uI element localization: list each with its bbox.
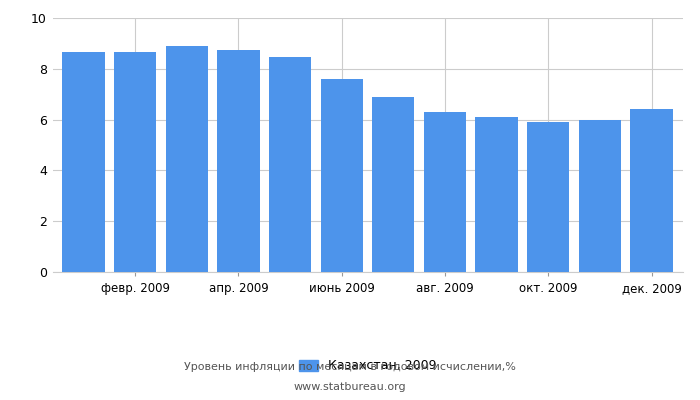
Bar [62,52,105,272]
Bar [527,122,569,272]
Bar [166,46,208,272]
Bar [424,112,466,272]
Bar [630,110,673,272]
Text: www.statbureau.org: www.statbureau.org [294,382,406,392]
Text: Уровень инфляции по месяцам в годовом исчислении,%: Уровень инфляции по месяцам в годовом ис… [184,362,516,372]
Bar [321,79,363,272]
Bar [269,57,312,272]
Legend: Казахстан, 2009: Казахстан, 2009 [299,360,436,372]
Bar [114,52,156,272]
Bar [217,50,260,272]
Bar [475,117,518,272]
Bar [579,120,621,272]
Bar [372,97,414,272]
